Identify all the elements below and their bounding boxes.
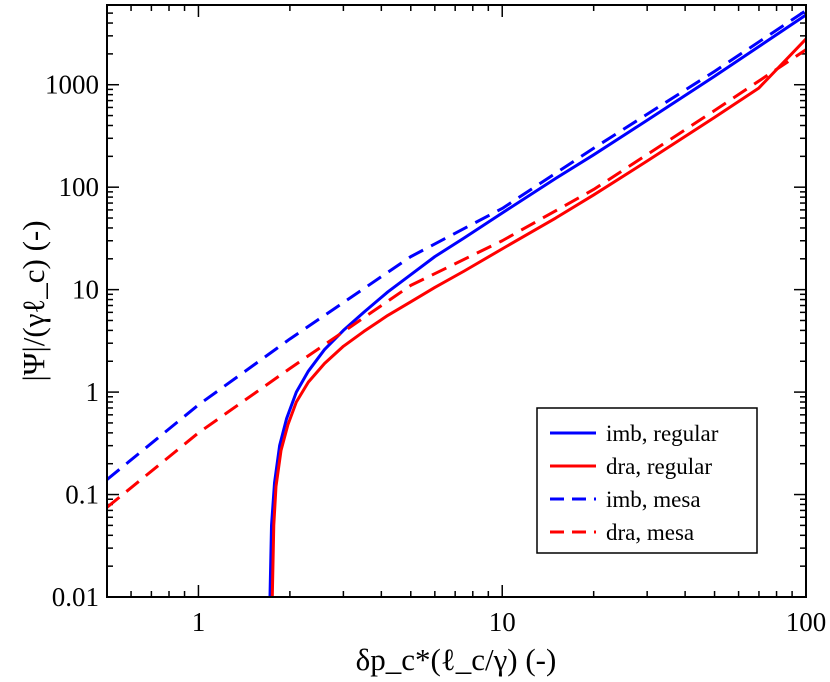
y-tick-label: 0.1	[65, 480, 99, 510]
y-tick-label: 10	[72, 275, 99, 305]
y-tick-label: 1000	[45, 70, 99, 100]
plot-frame	[106, 4, 807, 598]
y-axis-label: |Ψ|/(γℓ_c) (-)	[16, 220, 51, 381]
series-line-0	[268, 13, 806, 597]
series-line-1	[270, 37, 806, 597]
tick-labels: 1 10 100 0.01 0.1 1 10 100 1000	[45, 70, 826, 637]
legend: imb, regular dra, regular imb, mesa dra, me…	[536, 407, 758, 554]
series-line-2	[107, 9, 806, 481]
legend-label-0: imb, regular	[606, 421, 719, 446]
y-tick-label: 100	[59, 172, 100, 202]
y-tick-label: 1	[86, 377, 100, 407]
x-tick-label: 1	[192, 607, 206, 637]
legend-label-2: imb, mesa	[606, 487, 701, 512]
x-axis-label: δp_c*(ℓ_c/γ) (-)	[356, 642, 557, 677]
x-tick-label: 10	[489, 607, 516, 637]
series-line-3	[107, 48, 806, 509]
y-tick-label: 0.01	[52, 582, 99, 612]
legend-label-3: dra, mesa	[606, 520, 694, 545]
legend-label-1: dra, regular	[606, 454, 712, 479]
series-layer	[107, 9, 806, 597]
x-tick-label: 100	[786, 607, 827, 637]
